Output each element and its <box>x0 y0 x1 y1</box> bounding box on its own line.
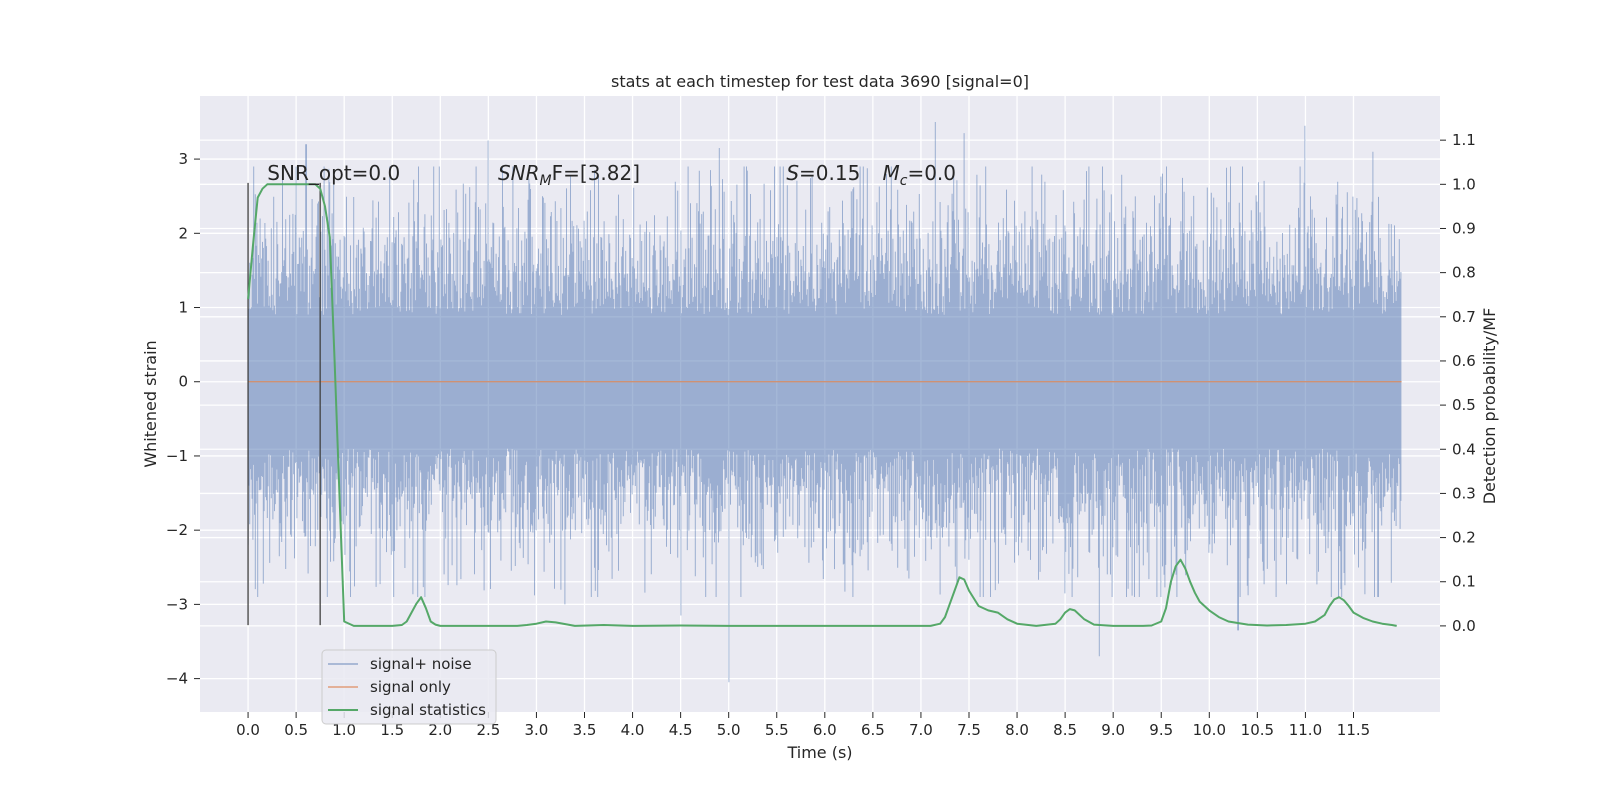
y2-tick-label: 1.1 <box>1452 131 1476 149</box>
annotation-s-val: S=0.15 <box>786 161 860 185</box>
x-tick-label: 1.5 <box>380 721 404 739</box>
x-tick-label: 1.0 <box>332 721 356 739</box>
annotation-part: S <box>786 161 799 185</box>
tick-layer: 0.0 0.5 1.0 1.5 2.0 2.5 3.0 3.5 4.0 4.5 5.0 5.5 6.0 6… <box>166 131 1476 739</box>
x-tick-label: 6.5 <box>861 721 885 739</box>
x-tick-label: 3.5 <box>573 721 597 739</box>
annotation-part: M <box>882 161 899 185</box>
legend-label: signal statistics <box>370 701 486 719</box>
y-tick-label: −1 <box>166 447 188 465</box>
y-tick-label: 0 <box>178 373 188 391</box>
x-tick-label: 2.5 <box>476 721 500 739</box>
x-tick-label: 2.0 <box>428 721 452 739</box>
annotation-part: SNR <box>498 161 540 185</box>
x-axis-title: Time (s) <box>786 743 852 762</box>
x-tick-label: 0.0 <box>236 721 260 739</box>
x-tick-label: 3.0 <box>525 721 549 739</box>
x-tick-label: 8.5 <box>1053 721 1077 739</box>
annotation-part: =0.0 <box>907 161 956 185</box>
annotation-part: F=[3.82] <box>552 161 640 185</box>
y2-tick-label: 0.7 <box>1452 308 1476 326</box>
y2-tick-label: 0.0 <box>1452 617 1476 635</box>
x-tick-label: 8.0 <box>1005 721 1029 739</box>
x-tick-label: 6.0 <box>813 721 837 739</box>
x-tick-label: 0.5 <box>284 721 308 739</box>
annotation-snr-mf: SNRMF=[3.82] <box>498 161 640 189</box>
series-signal-statistics <box>247 183 1397 627</box>
x-tick-label: 7.5 <box>957 721 981 739</box>
y2-tick-label: 0.3 <box>1452 484 1476 502</box>
series-layer <box>247 122 1402 683</box>
y-tick-label: 1 <box>178 299 188 317</box>
y-tick-label: 3 <box>178 150 188 168</box>
x-tick-label: 4.5 <box>669 721 693 739</box>
annotation-subscript: M <box>540 173 552 189</box>
y2-tick-label: 0.1 <box>1452 573 1476 591</box>
annotation-subscript: c <box>900 173 908 189</box>
annotation-layer: SNR_opt=0.0 SNRMF=[3.82] S=0.15 Mc=0.0 <box>267 161 956 189</box>
y2-tick-label: 1.0 <box>1452 175 1476 193</box>
y-tick-label: −4 <box>166 670 188 688</box>
annotation-snr-opt: SNR_opt=0.0 <box>267 161 400 185</box>
y2-tick-label: 0.9 <box>1452 219 1476 237</box>
y-tick-label: −3 <box>166 595 188 613</box>
x-tick-label: 10.5 <box>1241 721 1274 739</box>
y2-axis-title: Detection probability/MF <box>1480 308 1499 505</box>
x-tick-label: 9.5 <box>1149 721 1173 739</box>
y2-tick-label: 0.5 <box>1452 396 1476 414</box>
x-tick-label: 4.0 <box>621 721 645 739</box>
x-tick-label: 11.0 <box>1289 721 1322 739</box>
y2-tick-label: 0.6 <box>1452 352 1476 370</box>
y2-tick-label: 0.8 <box>1452 264 1476 282</box>
legend: signal+ noise signal only signal statistic… <box>321 649 497 725</box>
x-tick-label: 5.5 <box>765 721 789 739</box>
y-tick-label: 2 <box>178 224 188 242</box>
annotation-mc-val: Mc=0.0 <box>882 161 956 189</box>
annotation-part: =0.15 <box>799 161 860 185</box>
x-tick-label: 10.0 <box>1193 721 1226 739</box>
y-tick-label: −2 <box>166 521 188 539</box>
legend-label: signal only <box>370 678 451 696</box>
y2-tick-label: 0.2 <box>1452 529 1476 547</box>
y-axis-title: Whitened strain <box>141 340 160 467</box>
x-tick-label: 5.0 <box>717 721 741 739</box>
x-tick-label: 7.0 <box>909 721 933 739</box>
y2-tick-label: 0.4 <box>1452 440 1476 458</box>
legend-label: signal+ noise <box>370 655 472 673</box>
x-tick-label: 9.0 <box>1101 721 1125 739</box>
legend-box <box>321 649 497 725</box>
chart-title: stats at each timestep for test data 369… <box>611 72 1029 91</box>
x-tick-label: 11.5 <box>1337 721 1370 739</box>
